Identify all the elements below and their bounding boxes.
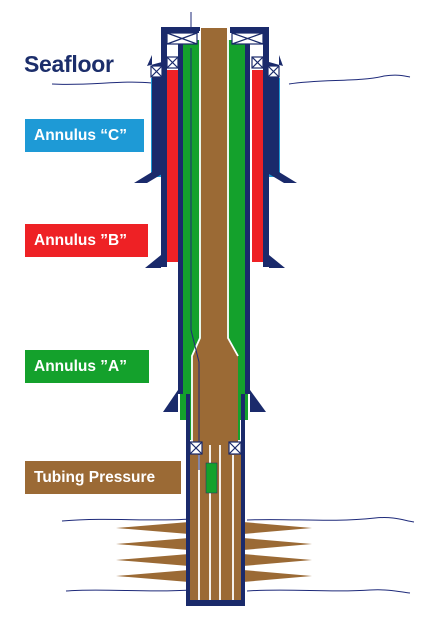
annulus-b-right [252, 70, 265, 262]
tubing-bore [191, 28, 239, 600]
seabed-line-left [51, 81, 153, 85]
tubing-taper [193, 338, 238, 356]
formation-line-lower-right [246, 589, 411, 594]
formation-line-lower-left [65, 589, 191, 592]
tubing-upper [201, 28, 227, 340]
control-line-left [190, 48, 200, 470]
casing [134, 27, 297, 606]
formation-line-left [61, 518, 191, 522]
formation-line-right [246, 517, 415, 523]
annulus-b-left [166, 70, 179, 262]
tubing-mid [193, 356, 238, 444]
seal-markers [150, 32, 280, 455]
label-tubing-pressure: Tubing Pressure [25, 461, 181, 494]
seabed-line-right [288, 74, 411, 85]
seafloor-title: Seafloor [24, 51, 114, 77]
injection-mandrel [205, 462, 218, 494]
perforations [116, 522, 312, 582]
label-annulus-b: Annulus ”B” [25, 224, 148, 257]
label-annulus-a: Annulus ”A” [25, 350, 149, 383]
label-annulus-c: Annulus “C” [25, 119, 144, 152]
